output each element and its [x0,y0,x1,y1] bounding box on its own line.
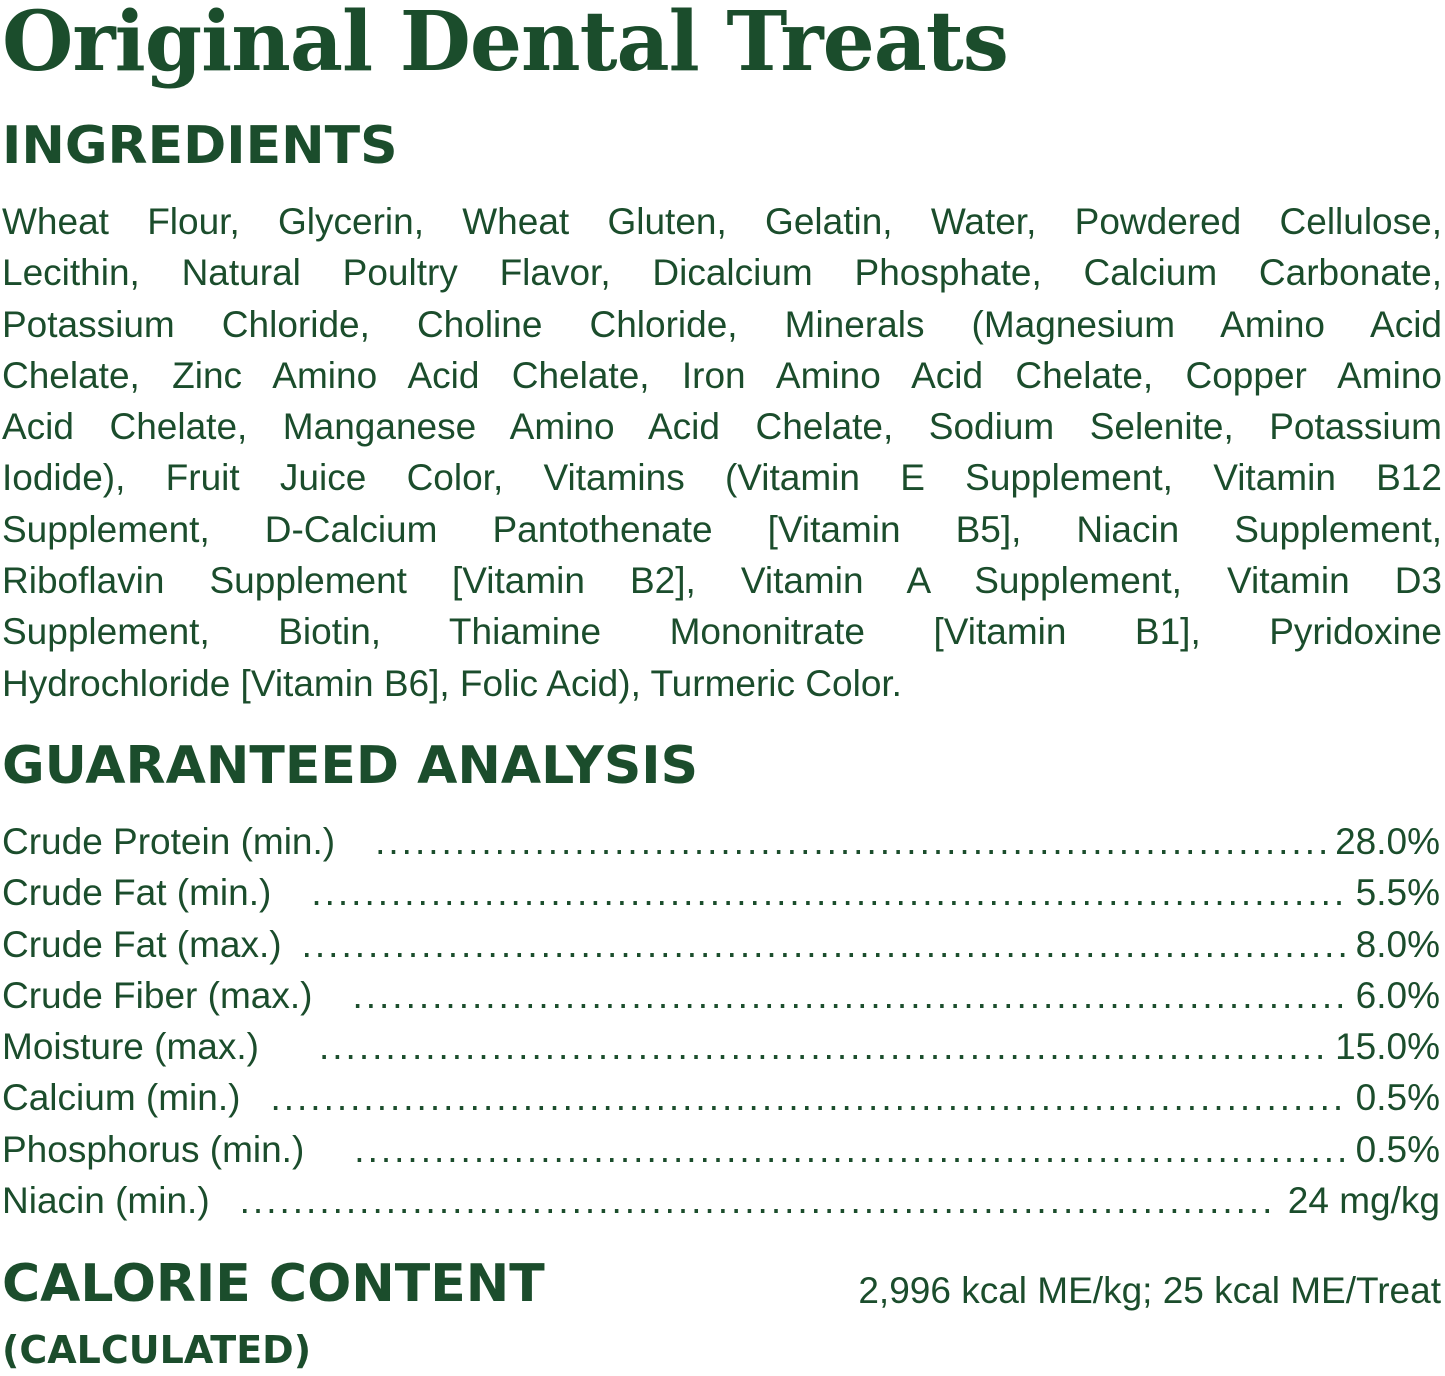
dot-leader [375,816,1325,867]
dot-leader [352,970,1345,1021]
ingredients-line: Wheat Flour, Glycerin, Wheat Gluten, Gel… [2,201,1442,242]
calorie-value: 2,996 kcal ME/kg; 25 kcal ME/Treat [858,1270,1441,1311]
analysis-label: Moisture (max.) [2,1026,259,1068]
analysis-label: Calcium (min.) [2,1077,241,1119]
ingredients-line: Chelate, Zinc Amino Acid Chelate, Iron A… [2,354,1442,396]
ingredients-line: Supplement, D-Calcium Pantothenate [Vita… [2,508,1442,550]
dot-leader [302,919,1354,970]
analysis-row: Crude Protein (min.) 28.0% [2,816,1440,867]
analysis-value: 0.5% [1355,1077,1440,1119]
analysis-row: Crude Fat (min.) 5.5% [2,867,1440,918]
analysis-label: Niacin (min.) [2,1180,210,1222]
ingredients-line: Iodide), Fruit Juice Color, Vitamins (Vi… [2,457,1442,499]
analysis-row: Crude Fiber (max.) 6.0% [2,970,1440,1021]
dot-leader [311,867,1345,918]
analysis-value: 6.0% [1355,974,1440,1016]
ingredients-heading: INGREDIENTS [2,116,398,176]
dot-leader [240,1175,1278,1226]
calorie-heading: CALORIE CONTENT [2,1254,545,1314]
analysis-row: Niacin (min.) 24 mg/kg [2,1175,1440,1226]
analysis-value: 8.0% [1355,923,1440,965]
ingredients-line: Riboflavin Supplement [Vitamin B2], Vita… [2,560,1442,602]
dot-leader [270,1072,1345,1123]
ingredients-line: Hydrochloride [Vitamin B6], Folic Acid),… [2,662,902,704]
analysis-row: Calcium (min.) 0.5% [2,1072,1440,1123]
analysis-row: Crude Fat (max.) 8.0% [2,919,1440,970]
analysis-label: Phosphorus (min.) [2,1128,305,1170]
calorie-subheading: (CALCULATED) [2,1328,312,1372]
dot-leader [354,1124,1345,1175]
analysis-label: Crude Protein (min.) [2,821,336,862]
dot-leader [319,1021,1325,1072]
analysis-value: 24 mg/kg [1287,1180,1440,1222]
analysis-value: 0.5% [1355,1128,1440,1170]
analysis-row: Phosphorus (min.) 0.5% [2,1124,1440,1175]
analysis-row: Moisture (max.) 15.0% [2,1021,1440,1072]
ingredients-line: Acid Chelate, Manganese Amino Acid Chela… [2,406,1442,448]
page-title: Original Dental Treats [2,0,1009,90]
ingredients-line: Lecithin, Natural Poultry Flavor, Dicalc… [2,252,1442,294]
analysis-value: 15.0% [1335,1026,1440,1068]
analysis-value: 28.0% [1335,821,1440,862]
analysis-label: Crude Fat (min.) [2,872,272,914]
analysis-table: Crude Protein (min.) 28.0% Crude Fat (min… [2,816,1440,1226]
ingredients-line: Supplement, Biotin, Thiamine Mononitrate… [2,611,1442,653]
analysis-label: Crude Fat (max.) [2,923,282,965]
ingredients-list: Wheat Flour, Glycerin, Wheat Gluten, Gel… [2,196,1442,709]
ingredients-line: Potassium Chloride, Choline Chloride, Mi… [2,303,1442,345]
analysis-label: Crude Fiber (max.) [2,974,313,1016]
analysis-heading: GUARANTEED ANALYSIS [2,736,699,796]
analysis-value: 5.5% [1355,872,1440,914]
